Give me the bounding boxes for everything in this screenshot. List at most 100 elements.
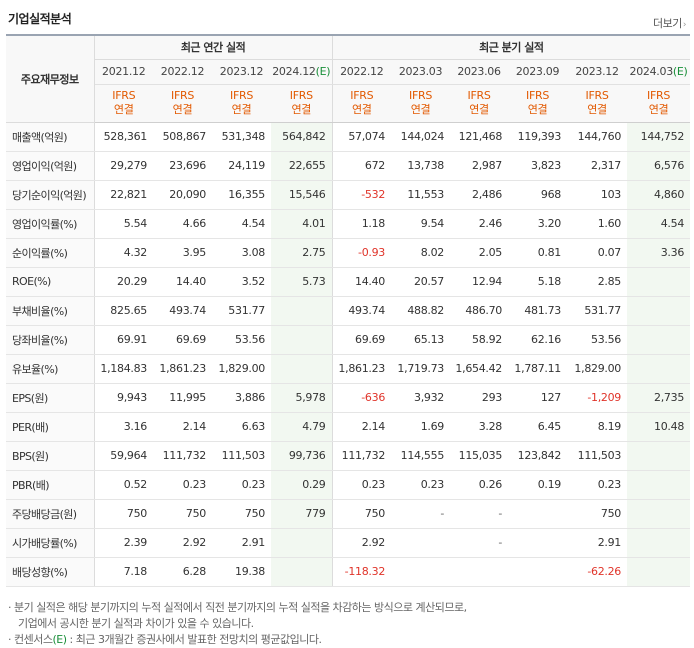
- corner-label: 주요재무정보: [6, 34, 95, 123]
- table-cell: 0.23: [331, 470, 392, 500]
- table-cell: 486.70: [450, 296, 509, 326]
- table-row: 배당성향(%) 7.18 6.28 19.38 -118.32 -62.26: [6, 557, 691, 587]
- row-label: ROE(%): [6, 267, 95, 297]
- table-cell: 0.26: [450, 470, 509, 500]
- table-cell: 1.60: [567, 208, 628, 239]
- row-label: BPS(원): [6, 441, 95, 471]
- table-cell: 62.16: [508, 325, 568, 355]
- table-cell: [391, 528, 451, 558]
- period-label: 2021.12: [102, 65, 146, 78]
- table-cell: 672: [331, 151, 392, 181]
- estimate-marker: (E): [672, 65, 688, 78]
- financial-table: 주요재무정보 최근 연간 실적 최근 분기 실적 2021.12 2022.12 2…: [6, 34, 691, 587]
- table-cell: -118.32: [331, 557, 392, 587]
- table-cell: 531,348: [212, 122, 271, 152]
- row-label: 부채비율(%): [6, 296, 95, 326]
- table-cell: 493.74: [153, 296, 212, 326]
- table-cell: 4.66: [153, 208, 212, 239]
- table-cell: 825.65: [94, 296, 153, 326]
- ifrs-label: IFRS: [230, 89, 253, 102]
- table-row: 주당배당금(원) 750 750 750 779 750- -750: [6, 498, 691, 529]
- table-cell: 111,732: [153, 441, 212, 471]
- table-cell: 58.92: [450, 325, 509, 355]
- more-label[interactable]: 더보기: [653, 17, 682, 30]
- consolidated-label: 연결: [469, 103, 489, 116]
- table-cell: 20,090: [153, 180, 212, 210]
- table-cell: 0.07: [567, 238, 628, 268]
- row-label: 순이익률(%): [6, 238, 95, 268]
- table-row: 시가배당률(%) 2.39 2.92 2.91 2.92-2.91: [6, 528, 691, 558]
- consolidated-label: 연결: [648, 103, 669, 116]
- table-cell: 1,861.23: [331, 354, 392, 384]
- consolidated-label: 연결: [231, 103, 252, 116]
- table-cell: 15,546: [271, 180, 333, 210]
- table-cell: 2,317: [567, 151, 628, 181]
- table-cell: 2,735: [627, 382, 691, 413]
- table-cell: 5,978: [271, 382, 333, 413]
- row-label: PBR(배): [6, 470, 95, 500]
- table-cell: [508, 557, 568, 587]
- table-cell: 144,752: [627, 122, 691, 152]
- table-cell: -532: [331, 180, 392, 210]
- period-label: 2023.12: [575, 65, 619, 78]
- table-cell: 3,823: [508, 151, 568, 181]
- table-cell: [627, 528, 691, 558]
- table-row: 영업이익(억원) 29,279 23,696 24,119 22,655 672 13,73…: [6, 151, 691, 181]
- row-label: 영업이익(억원): [6, 151, 95, 181]
- estimate-marker: (E): [315, 65, 331, 78]
- more-link[interactable]: 더보기›: [653, 15, 687, 31]
- table-row: ROE(%) 20.29 14.40 3.52 5.73 14.40 20.57 12.94 5…: [6, 267, 691, 297]
- table-cell: 24,119: [212, 151, 271, 181]
- table-cell: [627, 267, 691, 297]
- table-cell: 750: [567, 498, 628, 529]
- table-cell: 750: [212, 498, 271, 529]
- table-cell: 103: [567, 180, 628, 210]
- table-cell: 14.40: [153, 267, 212, 297]
- period-header: 2023.09: [508, 59, 568, 85]
- table-cell: 2.92: [153, 528, 212, 558]
- ifrs-label: IFRS: [289, 89, 313, 102]
- table-cell: 2,486: [450, 180, 509, 210]
- period-header: 2021.12: [94, 59, 153, 85]
- table-cell: [627, 354, 691, 384]
- table-cell: 293: [450, 382, 509, 413]
- table-cell: -: [391, 498, 451, 529]
- table-cell: [627, 441, 691, 471]
- table-cell: 69.91: [94, 325, 153, 355]
- table-cell: 2.39: [94, 528, 153, 558]
- table-cell: 5.18: [508, 267, 568, 297]
- period-label: 2024.03: [629, 65, 674, 78]
- table-cell: [627, 325, 691, 355]
- table-cell: 4.01: [271, 208, 333, 239]
- table-cell: 19.38: [212, 557, 271, 587]
- table-row: PBR(배) 0.52 0.23 0.23 0.29 0.23 0.23 0.26 0.19 0.…: [6, 470, 691, 500]
- table-cell: 0.52: [94, 470, 153, 500]
- ifrs-header-row: IFRS 연결 IFRS 연결 IFRS 연결 IFRS 연결 IFRS 연결 IFRS 연결 IFRS…: [6, 84, 691, 123]
- row-label: 영업이익률(%): [6, 208, 95, 239]
- table-cell: [450, 557, 509, 587]
- table-cell: 115,035: [450, 441, 509, 471]
- table-cell: 7.18: [94, 557, 153, 587]
- table-cell: 4.79: [271, 412, 333, 442]
- table-cell: 8.02: [391, 238, 451, 268]
- table-cell: [271, 528, 333, 558]
- table-cell: 2.91: [212, 528, 271, 558]
- footnote-quarterly-1: · 분기 실적은 해당 분기까지의 누적 실적에서 직전 분기까지의 누적 실적…: [8, 601, 467, 614]
- ifrs-label: IFRS: [467, 89, 491, 102]
- consolidated-label: 연결: [351, 103, 372, 116]
- table-cell: 3.52: [212, 267, 271, 297]
- period-label: 2023.03: [398, 65, 443, 78]
- table-cell: 1,654.42: [450, 354, 509, 384]
- row-label: 시가배당률(%): [6, 528, 95, 558]
- table-cell: 3.28: [450, 412, 509, 442]
- period-label: 2022.12: [160, 65, 205, 78]
- table-cell: 481.73: [508, 296, 568, 326]
- table-row: 순이익률(%) 4.32 3.95 3.08 2.75 -0.93 8.02 2.05 0.81…: [6, 238, 691, 268]
- period-header: 2023.12: [567, 59, 628, 85]
- table-cell: 11,553: [391, 180, 451, 210]
- ifrs-label: IFRS: [350, 89, 374, 102]
- table-cell: [627, 470, 691, 500]
- table-cell: 2.14: [153, 412, 212, 442]
- annual-group-header: 최근 연간 실적: [94, 34, 333, 60]
- chevron-right-icon[interactable]: ›: [682, 20, 687, 30]
